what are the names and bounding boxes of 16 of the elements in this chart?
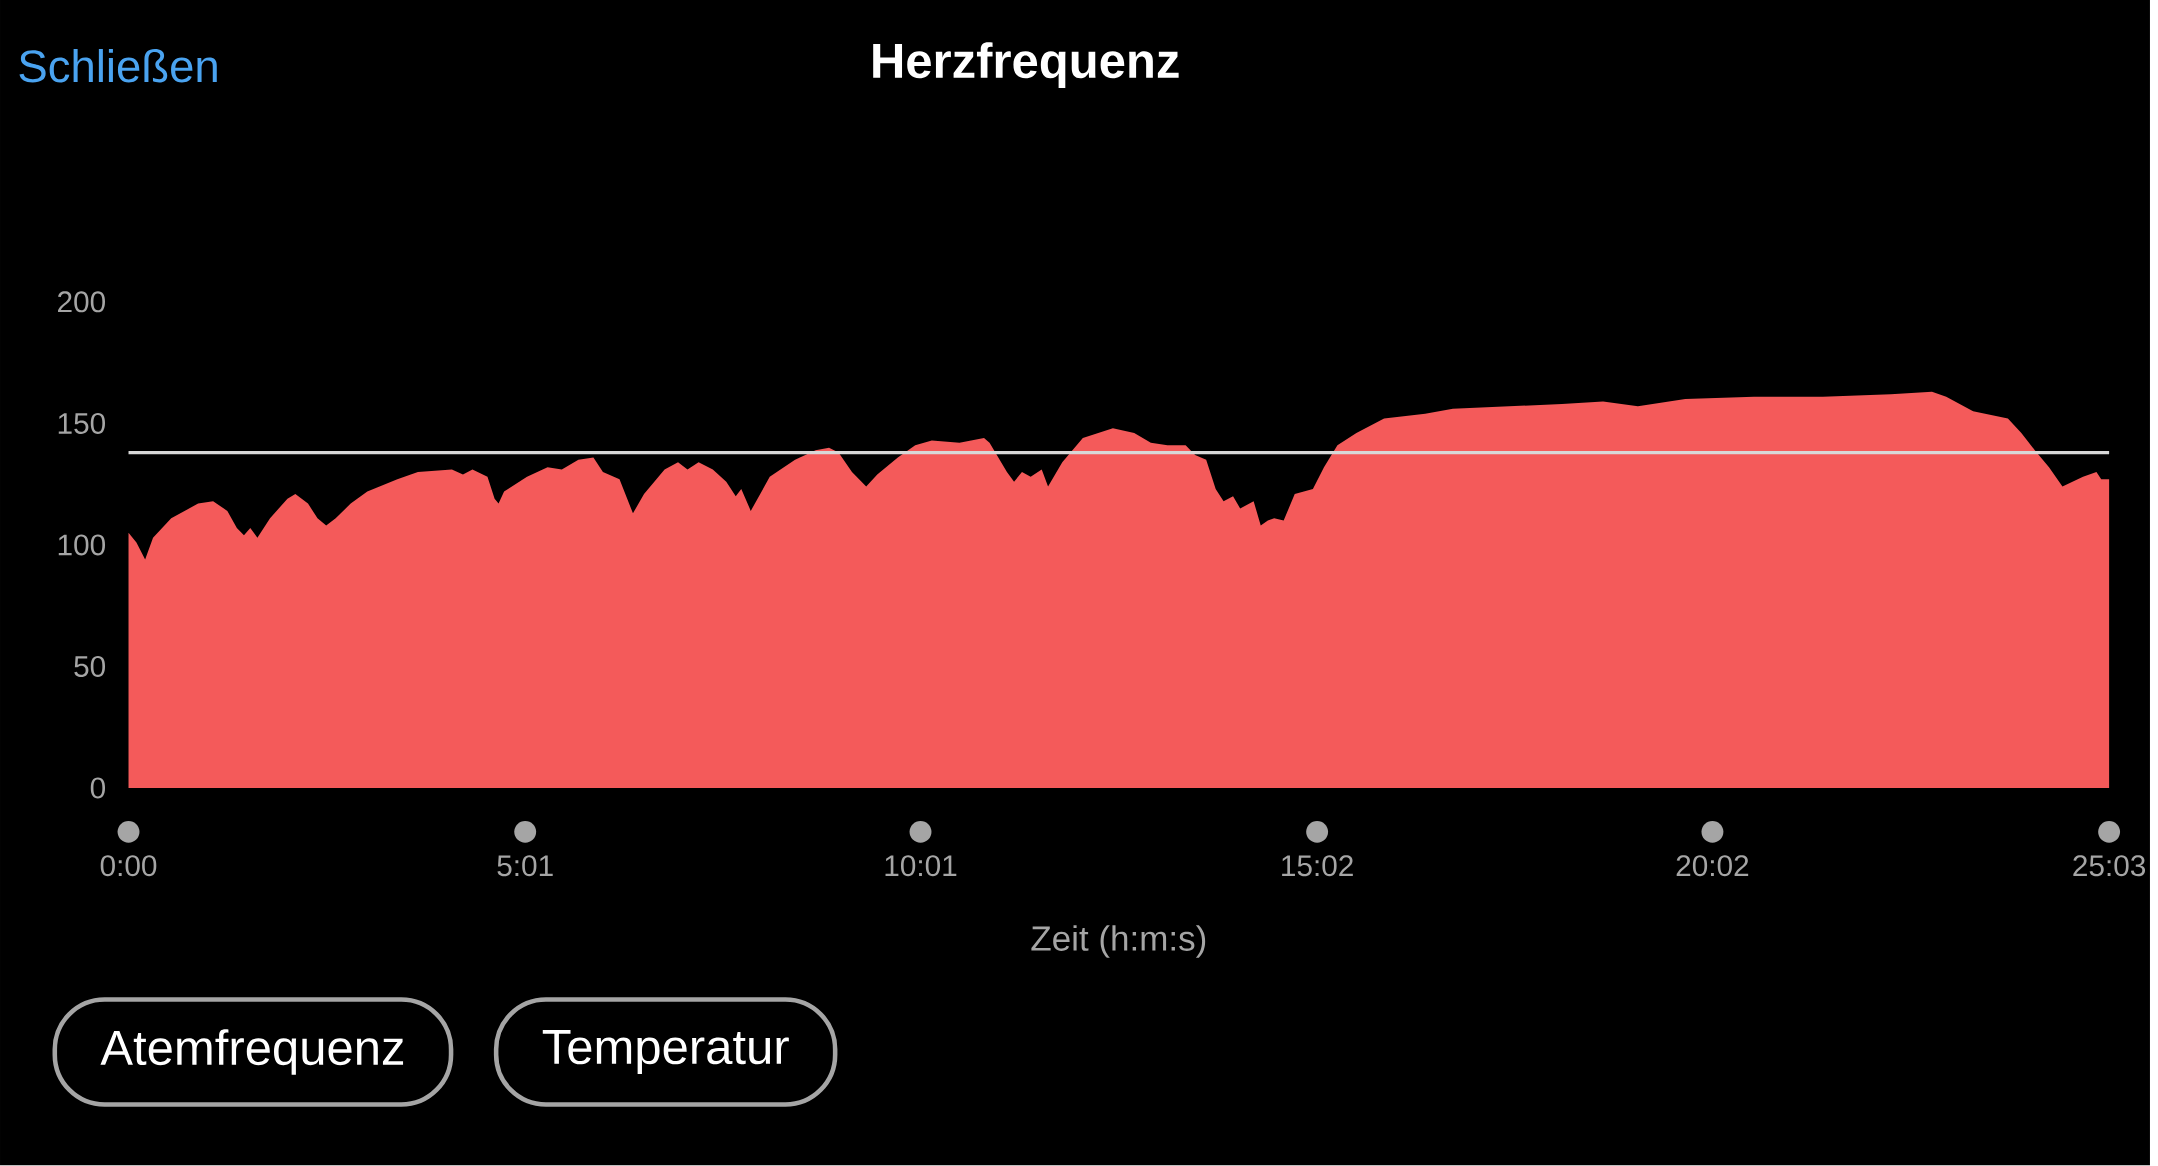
y-tick-label: 200	[58, 291, 105, 313]
x-tick-label: 20:02	[1676, 855, 1749, 877]
x-tick-label: 5:01	[497, 855, 553, 877]
y-tick-label: 50	[74, 656, 106, 678]
y-tick-label: 150	[58, 413, 105, 435]
x-tick-label: 0:00	[100, 855, 157, 877]
text: Atemfrequenz	[100, 1029, 404, 1076]
x-tick-label: 10:01	[885, 855, 957, 877]
text: Temperatur	[542, 1030, 789, 1075]
x-tick-label: 25:03	[2073, 855, 2146, 877]
text: Schließen	[19, 49, 217, 83]
chart-title: Herzfrequenz	[873, 42, 1179, 89]
y-tick-label: 100	[58, 534, 105, 556]
x-axis-title: Zeit (h:m:s)	[1031, 925, 1206, 959]
y-tick-label: 0	[90, 777, 106, 799]
x-tick-label: 15:02	[1282, 855, 1353, 877]
